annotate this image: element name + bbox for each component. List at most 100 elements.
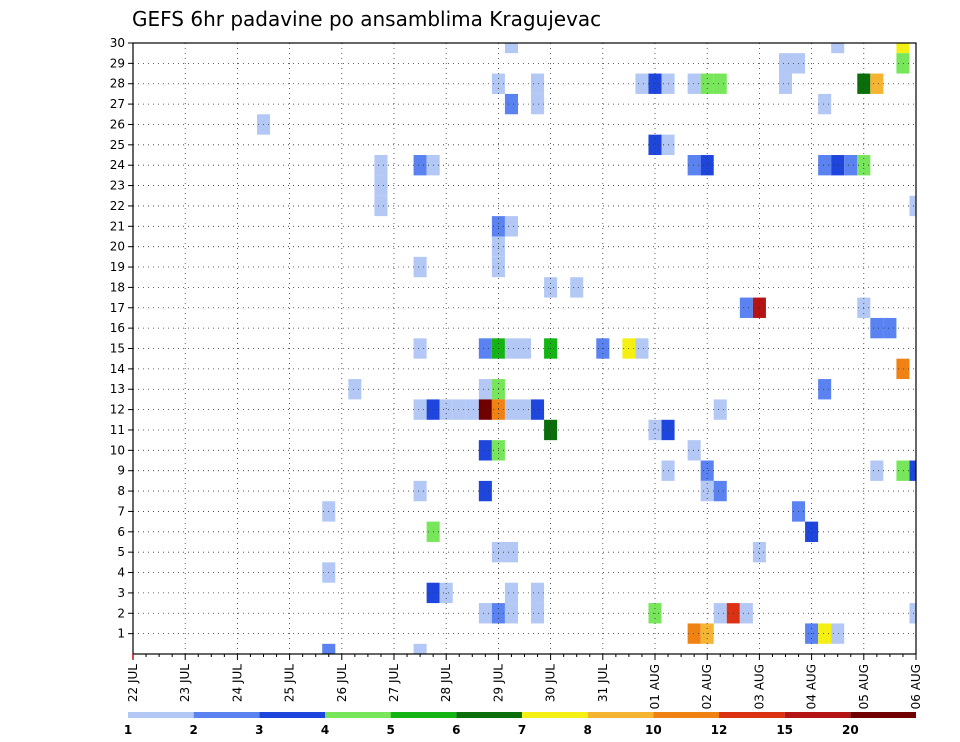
legend-swatch (587, 712, 654, 718)
legend-label: 6 (452, 723, 460, 737)
legend-swatch (850, 712, 916, 718)
y-tick-label: 14 (110, 362, 125, 376)
legend-label: 12 (711, 723, 728, 737)
precip-cell (531, 399, 545, 420)
precip-cell (465, 399, 479, 420)
y-tick-label: 29 (110, 56, 125, 70)
precip-cell (413, 155, 427, 176)
legend-swatch (522, 712, 588, 718)
legend-label: 15 (776, 723, 793, 737)
precip-cell (752, 297, 766, 318)
precip-cell (700, 460, 714, 481)
precip-cell (870, 317, 884, 339)
legend-swatch (719, 712, 785, 718)
legend-label: 10 (645, 723, 662, 737)
precip-cell (504, 399, 518, 420)
precip-cell (531, 582, 545, 604)
precip-cell (478, 440, 492, 461)
legend-label: 20 (842, 723, 859, 737)
legend-label: 1 (124, 723, 132, 737)
precip-cell (439, 582, 453, 604)
precip-cell (478, 338, 492, 359)
y-tick-label: 26 (110, 117, 125, 131)
precip-cell (896, 43, 910, 54)
precip-cell (374, 175, 388, 196)
precip-cell (504, 43, 518, 54)
precip-cell (700, 155, 714, 176)
precip-cell (739, 297, 753, 318)
grid-lines (133, 43, 916, 654)
x-tick-label: 02 AUG (700, 664, 714, 709)
precip-cell (531, 603, 545, 624)
precip-cell (635, 73, 649, 94)
legend-label: 7 (518, 723, 526, 737)
y-tick-label: 22 (110, 199, 125, 213)
precip-cell (713, 480, 727, 502)
x-tick-label: 31 JUL (596, 664, 610, 702)
precip-cell (504, 216, 518, 237)
y-tick-label: 12 (110, 403, 125, 417)
precip-cell (544, 277, 558, 298)
precip-cell (413, 256, 427, 278)
precip-cell (844, 155, 858, 176)
precip-cell (831, 43, 845, 54)
y-tick-label: 13 (110, 382, 125, 396)
y-tick-label: 20 (110, 240, 125, 254)
precip-cell (413, 338, 427, 359)
y-tick-label: 25 (110, 138, 125, 152)
precip-cell (413, 399, 427, 420)
precip-cell (452, 399, 466, 420)
precip-cell (648, 419, 662, 441)
precip-cell (374, 155, 388, 176)
precip-cell (778, 53, 793, 74)
x-tick-label: 26 JUL (335, 664, 349, 702)
precip-cell (478, 399, 492, 420)
x-tick-label: 04 AUG (805, 664, 819, 709)
precip-cell (713, 73, 727, 94)
y-tick-label: 30 (110, 36, 125, 50)
x-tick-label: 28 JUL (439, 664, 453, 702)
legend-swatch (653, 712, 719, 718)
y-tick-label: 7 (117, 504, 125, 518)
precip-cell (544, 419, 558, 441)
legend-label: 3 (255, 723, 263, 737)
x-tick-label: 25 JUL (283, 664, 297, 702)
precip-cell (909, 603, 916, 624)
precip-cell (818, 93, 832, 115)
x-tick-label: 06 AUG (909, 664, 923, 709)
legend-swatch (193, 712, 260, 718)
precip-cell (504, 582, 518, 604)
precip-cell (648, 134, 662, 156)
legend-label: 4 (321, 723, 329, 737)
y-tick-label: 23 (110, 179, 125, 193)
precip-cell (413, 480, 427, 502)
precip-cell (635, 338, 649, 359)
legend-swatch (128, 712, 194, 718)
y-tick-label: 1 (117, 627, 125, 641)
precip-cell (870, 73, 884, 94)
precip-cell (713, 399, 727, 420)
x-tick-label: 22 JUL (126, 664, 140, 702)
x-tick-label: 27 JUL (387, 664, 401, 702)
y-tick-label: 10 (110, 443, 125, 457)
precip-cell (413, 643, 427, 654)
precip-cell (752, 541, 766, 563)
precip-cell (504, 541, 518, 563)
x-tick-label: 24 JUL (230, 664, 244, 702)
y-tick-label: 4 (117, 566, 125, 580)
precip-cell (531, 73, 545, 94)
precip-cell (778, 73, 793, 94)
precip-cell (870, 460, 884, 481)
y-tick-label: 27 (110, 97, 125, 111)
precip-cell (517, 338, 532, 359)
x-tick-label: 29 JUL (491, 664, 505, 702)
precip-cell (374, 195, 388, 217)
precip-cell (687, 623, 701, 644)
precip-cell (478, 480, 492, 502)
precip-cell (896, 53, 910, 74)
precip-cell (818, 379, 832, 400)
x-tick-label: 23 JUL (178, 664, 192, 702)
precip-cell (439, 399, 453, 420)
legend-swatch (390, 712, 457, 718)
